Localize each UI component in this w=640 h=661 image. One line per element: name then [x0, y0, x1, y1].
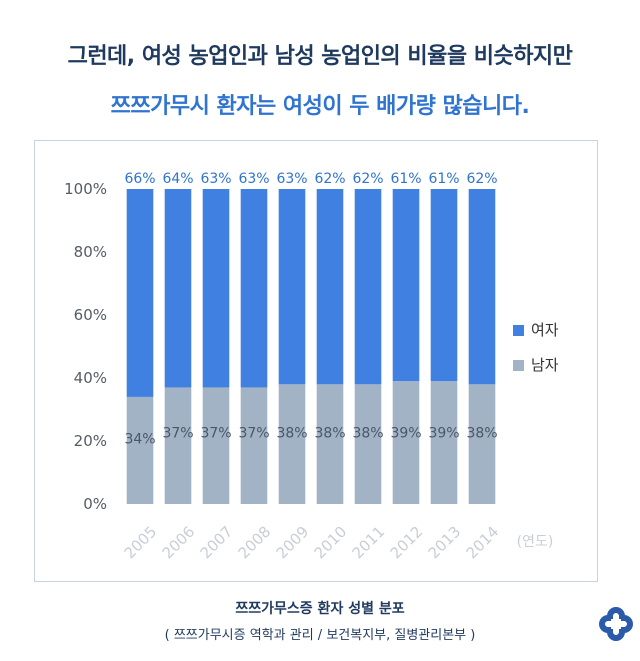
bar-male [354, 384, 382, 504]
x-axis-unit: (연도) [517, 534, 554, 550]
legend-swatch [513, 360, 524, 371]
x-tick-label: 2014 [463, 523, 503, 563]
bar-male [316, 384, 344, 504]
x-tick-label: 2011 [349, 523, 389, 563]
legend-label: 남자 [531, 356, 559, 374]
y-tick-label: 0% [83, 495, 107, 513]
bar-male [430, 381, 458, 504]
data-label-male: 39% [390, 425, 421, 441]
y-tick-label: 80% [74, 243, 107, 261]
bar-female [468, 189, 496, 385]
bar-female [278, 189, 306, 385]
chart-source: ( 쯔쯔가무시증 역학과 관리 / 보건복지부, 질병관리본부 ) [164, 628, 476, 643]
bar-female [164, 189, 192, 388]
y-tick-label: 100% [64, 180, 107, 198]
data-label-female: 64% [162, 171, 193, 187]
data-label-male: 38% [314, 425, 345, 441]
x-tick-label: 2013 [425, 523, 465, 563]
y-tick-label: 60% [74, 306, 107, 324]
chart-caption: 쯔쯔가무스증 환자 성별 분포 [235, 601, 405, 617]
data-label-male: 37% [238, 425, 269, 441]
x-tick-label: 2008 [235, 523, 275, 563]
y-tick-label: 20% [74, 432, 107, 450]
bar-male [468, 384, 496, 504]
data-label-male: 37% [200, 425, 231, 441]
ministry-logo-icon [599, 607, 633, 641]
data-label-female: 63% [276, 171, 307, 187]
data-label-female: 62% [352, 171, 383, 187]
bar-male [202, 387, 230, 504]
x-tick-label: 2007 [197, 523, 237, 563]
data-label-male: 38% [276, 425, 307, 441]
bar-female [202, 189, 230, 388]
data-label-male: 38% [352, 425, 383, 441]
y-tick-label: 40% [74, 369, 107, 387]
bar-female [316, 189, 344, 385]
x-tick-label: 2012 [387, 523, 427, 563]
bar-female [392, 189, 420, 382]
bar-male [392, 381, 420, 504]
headline-line-1: 그런데, 여성 농업인과 남성 농업인의 비율을 비슷하지만 [67, 44, 573, 69]
data-label-female: 62% [314, 171, 345, 187]
bar-male [240, 387, 268, 504]
data-label-female: 63% [238, 171, 269, 187]
stacked-bar-chart: 0% 20% 40% 60% 80% 100% 66% 34% 2005 64% 37% 2006 63… [64, 171, 559, 563]
data-label-female: 61% [390, 171, 421, 187]
data-label-female: 62% [466, 171, 497, 187]
bar-male [126, 396, 154, 504]
data-label-male: 37% [162, 425, 193, 441]
bar-female [430, 189, 458, 382]
data-label-male: 39% [428, 425, 459, 441]
x-tick-label: 2009 [273, 523, 313, 563]
chart-panel: 0% 20% 40% 60% 80% 100% 66% 34% 2005 64% 37% 2006 63… [34, 140, 598, 582]
bar-male [164, 387, 192, 504]
x-tick-label: 2006 [159, 523, 199, 563]
data-label-female: 61% [428, 171, 459, 187]
bar-female [126, 189, 154, 397]
bar-male [278, 384, 306, 504]
headline-line-2: 쯔쯔가무시 환자는 여성이 두 배가량 많습니다. [110, 94, 530, 119]
x-tick-label: 2010 [311, 523, 351, 563]
data-label-female: 63% [200, 171, 231, 187]
legend-swatch [513, 325, 524, 336]
legend-label: 여자 [531, 321, 559, 339]
x-tick-label: 2005 [121, 523, 161, 563]
data-label-female: 66% [124, 171, 155, 187]
data-label-male: 38% [466, 425, 497, 441]
bar-female [240, 189, 268, 388]
bar-female [354, 189, 382, 385]
data-label-male: 34% [124, 431, 155, 447]
